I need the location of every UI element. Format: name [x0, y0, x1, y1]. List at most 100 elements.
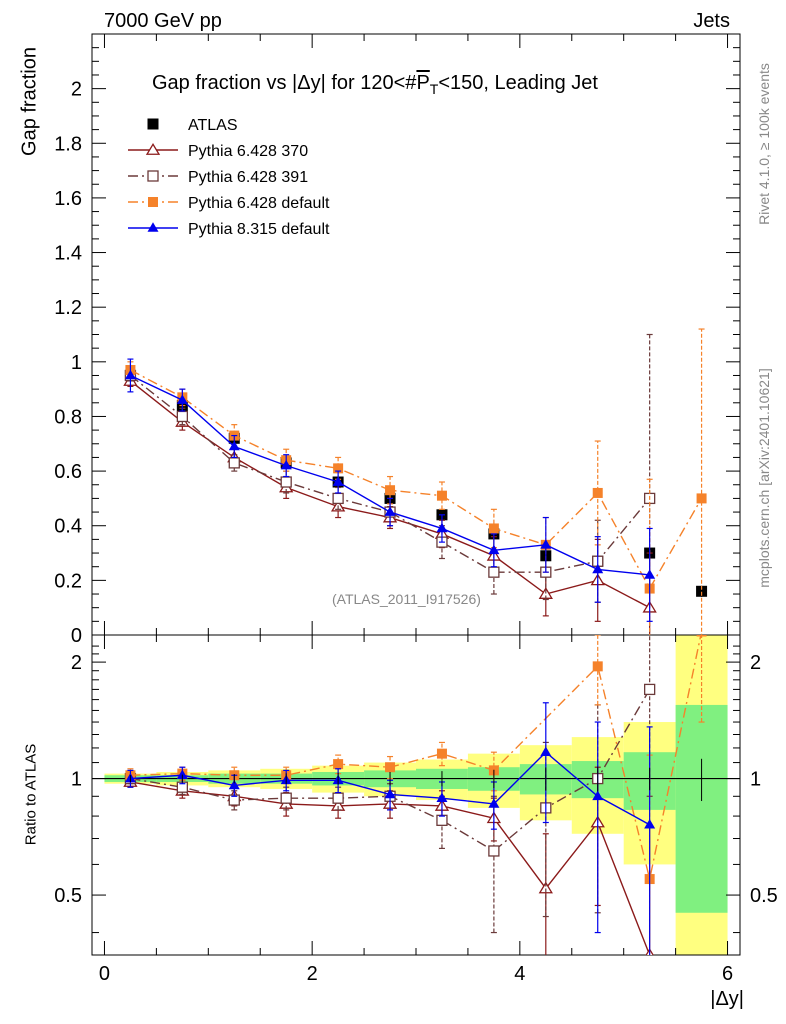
data-point [176, 410, 188, 423]
ratio-band [104, 635, 728, 955]
data-point [436, 792, 448, 802]
data-point [385, 485, 396, 496]
data-point [333, 463, 344, 474]
main-series-pythia-8-315-default [124, 358, 656, 622]
legend-label: Pythia 6.428 default [188, 195, 330, 212]
ratio-y-tick-label-left: 0.5 [54, 885, 82, 907]
ratio-y-tick-label-right: 0.5 [750, 885, 778, 907]
data-point [280, 476, 292, 488]
data-point [176, 394, 188, 404]
analysis-label: (ATLAS_2011_I917526) [332, 591, 481, 607]
y-tick-label: 0.4 [54, 516, 82, 538]
legend-label: Pythia 6.428 391 [188, 169, 308, 186]
data-point [488, 523, 499, 534]
data-point [488, 566, 500, 578]
main-series-pythia-6-428-default [125, 328, 707, 635]
legend-label: ATLAS [188, 117, 238, 134]
data-point [696, 585, 708, 597]
y-tick-label: 1 [71, 352, 82, 374]
ratio-y-axis-label: Ratio to ATLAS [22, 743, 40, 846]
series-line [129, 374, 651, 573]
legend-entry: ATLAS [147, 117, 238, 134]
ratio-y-tick-label-left: 2 [71, 652, 82, 674]
data-point [696, 635, 707, 637]
legend-entry: Pythia 6.428 370 [128, 143, 308, 160]
data-point [538, 881, 553, 894]
ratio-y-tick-label-left: 1 [71, 769, 82, 791]
data-point [384, 506, 396, 516]
y-tick-label: 1.4 [54, 243, 82, 265]
y-tick-label: 1.8 [54, 133, 82, 155]
y-tick-label: 1.2 [54, 297, 82, 319]
x-tick-label: 2 [307, 963, 318, 985]
rivet-label: Rivet 4.1.0, ≥ 100k events [756, 63, 772, 225]
series-line [130, 374, 650, 576]
data-point [333, 759, 344, 770]
legend-label: Pythia 8.315 default [188, 221, 330, 238]
ratio-series-pythia-8-315-default [124, 702, 656, 955]
legend-entry: Pythia 6.428 default [128, 195, 330, 212]
x-tick-label: 6 [722, 963, 733, 985]
mcplots-label: mcplots.cern.ch [arXiv:2401.10621] [756, 368, 772, 588]
data-point [592, 487, 603, 498]
data-point [644, 818, 656, 829]
data-point [644, 683, 656, 696]
legend-entry: Pythia 8.315 default [128, 221, 330, 238]
ratio-y-tick-label-right: 1 [750, 769, 761, 791]
data-point [436, 814, 448, 826]
data-point [488, 544, 500, 555]
plot-title-sub: T [429, 81, 439, 97]
data-point [540, 746, 552, 756]
ratio-band-green [675, 704, 728, 913]
series-line [130, 369, 703, 590]
data-point [696, 493, 707, 504]
plot-title: Gap fraction vs |Δy| for 120<#PT<150, Le… [152, 72, 598, 97]
header-left: 7000 GeV pp [104, 10, 222, 32]
y-tick-label: 0.8 [54, 406, 82, 428]
data-point [436, 490, 447, 501]
legend-marker [145, 143, 161, 155]
data-point [280, 792, 292, 804]
data-point [280, 459, 292, 470]
data-point [488, 845, 500, 857]
legend-label: Pythia 6.428 370 [188, 143, 308, 160]
data-point [332, 492, 344, 505]
data-point [592, 790, 604, 801]
ratio-series-atlas [129, 758, 703, 802]
data-point [436, 522, 448, 533]
data-point [332, 792, 344, 804]
plot-title-pre: Gap fraction vs |Δy| for 120<# [152, 72, 417, 94]
main-series-atlas [124, 369, 708, 597]
plot-title-post: <150, Leading Jet [438, 72, 598, 94]
y-tick-label: 1.6 [54, 188, 82, 210]
header-right: Jets [693, 10, 730, 32]
legend-marker [147, 170, 159, 182]
x-tick-label: 0 [99, 963, 110, 985]
y-tick-label: 0.2 [54, 570, 82, 592]
data-point [228, 779, 240, 790]
legend-marker [147, 118, 159, 130]
data-point [228, 457, 240, 469]
data-point [385, 762, 396, 773]
y-axis-label: Gap fraction [18, 47, 41, 156]
plot-title-p: P [416, 72, 430, 94]
data-point [384, 788, 396, 799]
data-point [176, 769, 188, 780]
data-point [488, 798, 500, 808]
x-axis-label: |Δy| [710, 988, 744, 1010]
data-point [540, 539, 552, 549]
ratio-y-tick-label-right: 2 [750, 652, 761, 674]
legend-entries: ATLAS Pythia 6.428 370 Pythia 6.428 391 Pyt… [128, 117, 330, 238]
legend-marker [147, 222, 159, 232]
data-point [124, 369, 136, 380]
x-tick-label: 4 [514, 963, 525, 985]
y-tick-label: 0.6 [54, 461, 82, 483]
data-point [332, 476, 344, 486]
y-tick-label: 2 [71, 79, 82, 101]
data-point [228, 440, 240, 451]
legend-marker [148, 197, 158, 207]
data-point [436, 748, 447, 759]
data-point [644, 569, 656, 579]
legend-entry: Pythia 6.428 391 [128, 169, 308, 186]
